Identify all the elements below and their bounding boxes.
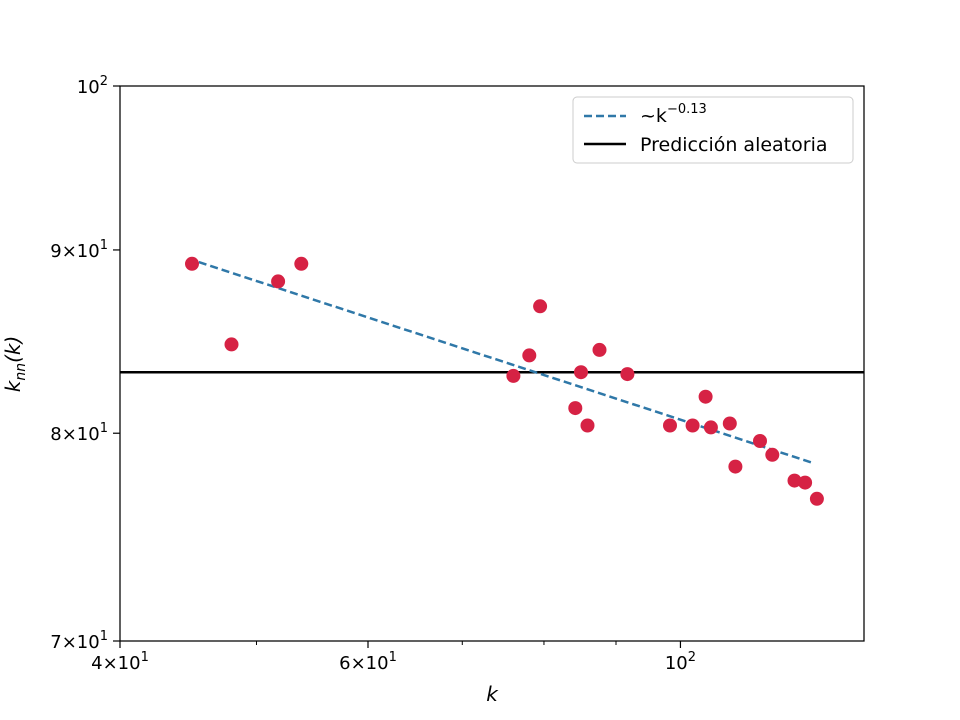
y-tick-label-1: 8×101 <box>50 421 108 445</box>
legend-label-fit-exponent: −0.13 <box>667 102 707 117</box>
data-point-9 <box>580 418 595 433</box>
plot-background <box>120 86 864 641</box>
legend-label-random: Predicción aleatoria <box>640 134 828 156</box>
data-point-4 <box>506 368 521 383</box>
y-axis-label-subscript: nn <box>13 363 29 381</box>
y-axis-label-base: k <box>1 379 25 392</box>
data-point-19 <box>765 447 780 462</box>
x-tick-label-1: 6×101 <box>339 650 397 674</box>
legend: ~k−0.13 Predicción aleatoria <box>572 96 854 164</box>
data-point-14 <box>698 389 713 404</box>
y-axis-label: knn(k) <box>1 336 29 393</box>
series-layer <box>120 256 864 506</box>
data-point-13 <box>685 418 700 433</box>
data-point-16 <box>722 416 737 431</box>
data-point-12 <box>663 418 677 433</box>
data-point-21 <box>798 475 813 490</box>
legend-box <box>572 96 854 164</box>
data-point-0 <box>185 256 199 271</box>
plot-frame <box>119 85 865 642</box>
y-axis-label-argument: (k) <box>1 336 25 363</box>
data-point-20 <box>787 473 802 488</box>
y-tick-label-3: 102 <box>77 74 108 98</box>
data-point-3 <box>294 256 309 271</box>
legend-label-fit-base: ~k <box>640 105 667 127</box>
data-point-1 <box>224 337 239 352</box>
data-point-2 <box>271 274 286 289</box>
y-tick-label-0: 7×101 <box>50 629 108 653</box>
data-point-22 <box>809 491 824 506</box>
data-point-8 <box>574 365 588 380</box>
legend-label-fit: ~k−0.13 <box>640 102 707 127</box>
tick-layer: 4×101 6×101 102 7×101 8×101 9×101 102 <box>50 74 696 674</box>
x-tick-label-2: 102 <box>665 650 696 674</box>
data-point-17 <box>728 459 743 474</box>
data-point-11 <box>620 367 635 382</box>
data-point-5 <box>522 348 537 363</box>
data-point-10 <box>592 342 607 357</box>
data-point-7 <box>568 401 583 416</box>
x-axis-label: k <box>486 682 499 706</box>
y-tick-label-2: 9×101 <box>50 238 108 262</box>
data-point-6 <box>533 299 548 314</box>
data-point-15 <box>703 420 718 435</box>
x-tick-label-0: 4×101 <box>91 650 149 674</box>
data-point-18 <box>753 434 767 448</box>
